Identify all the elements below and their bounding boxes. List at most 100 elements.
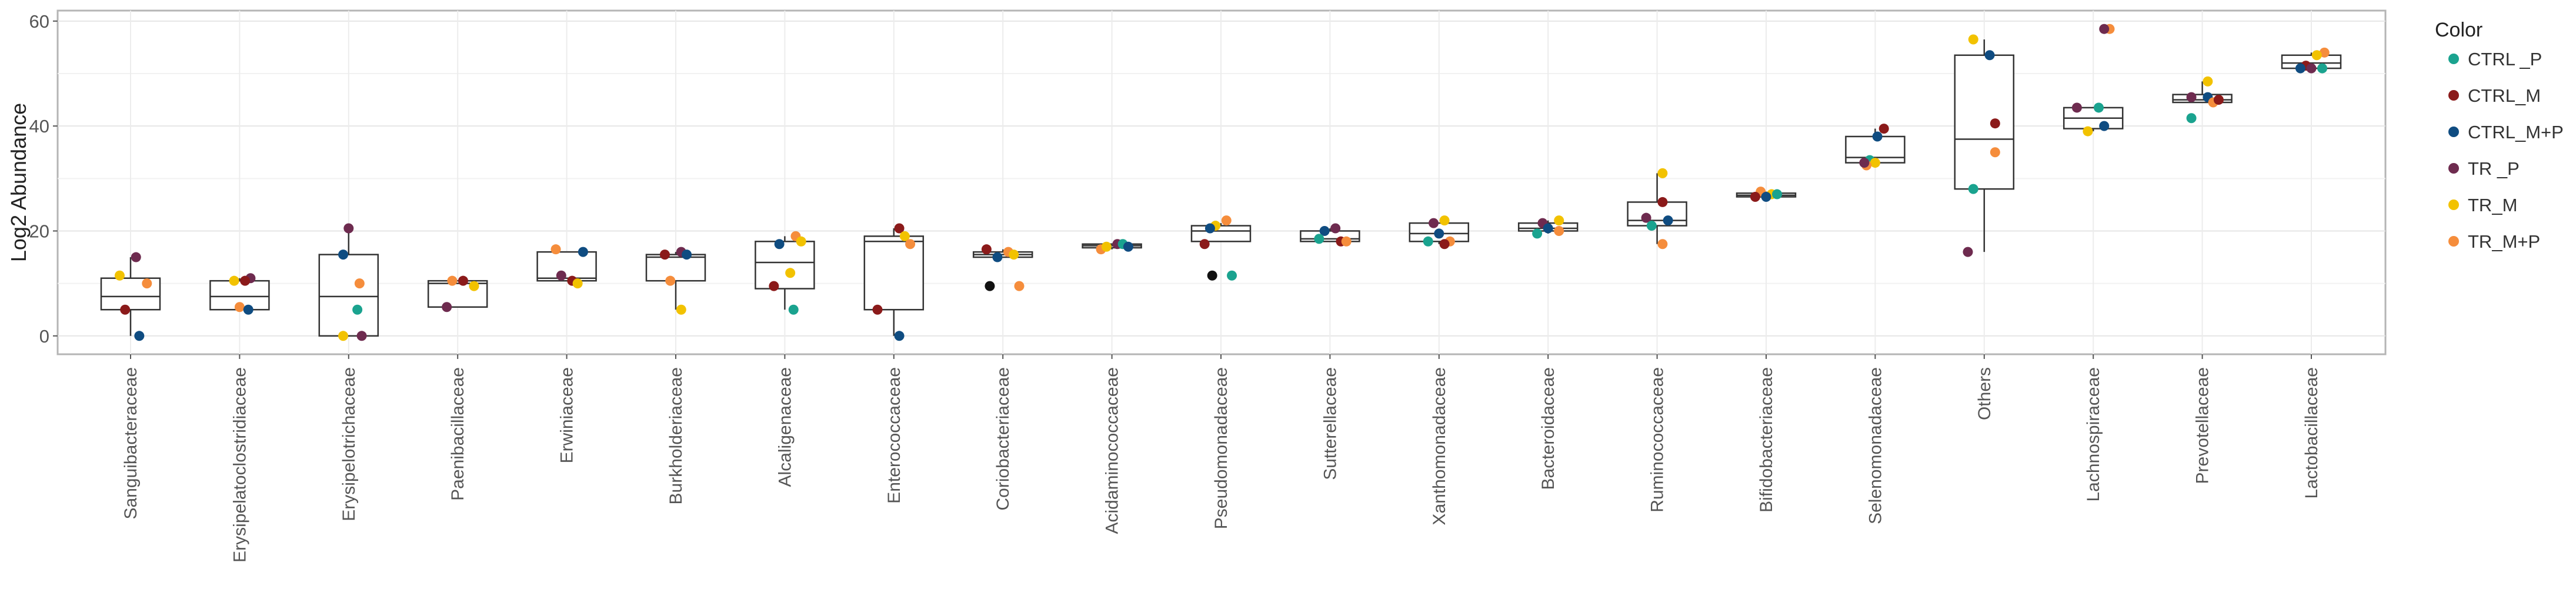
box-iqr	[1627, 201, 1687, 227]
data-point	[1439, 239, 1450, 250]
legend: Color CTRL _P CTRL_M CTRL_M+P TR _P TR_M TR_M…	[2435, 19, 2564, 252]
data-point	[905, 239, 916, 250]
data-point	[442, 302, 452, 312]
data-point	[1423, 236, 1433, 247]
data-point	[872, 304, 883, 315]
legend-label: CTRL_M	[2468, 85, 2541, 106]
data-point	[788, 304, 799, 315]
x-tick-label: Lachnospiraceae	[2084, 367, 2103, 502]
legend-label: TR_M+P	[2468, 231, 2540, 252]
box-iqr	[1190, 225, 1252, 242]
legend-label: CTRL_M+P	[2468, 122, 2564, 142]
legend-swatch	[2448, 199, 2459, 210]
box-18	[2063, 107, 2124, 132]
data-point	[2311, 50, 2322, 61]
data-point	[894, 223, 905, 234]
data-point	[796, 236, 806, 247]
data-point	[1101, 241, 1112, 252]
box-5	[645, 252, 706, 310]
data-point	[659, 250, 670, 260]
data-point	[2093, 102, 2104, 113]
x-tick-label: Sanguibacteraceae	[121, 367, 141, 520]
x-tick-label: Others	[1975, 367, 1994, 420]
data-point	[785, 268, 796, 278]
legend-swatch	[2448, 54, 2459, 64]
data-point	[1199, 239, 1210, 250]
data-point	[1319, 225, 1330, 236]
x-tick-label: Burkholderiaceae	[666, 367, 686, 504]
box-10	[1190, 223, 1252, 242]
data-point	[1434, 228, 1444, 239]
data-point	[243, 304, 253, 315]
data-point	[1990, 147, 2000, 158]
data-point	[131, 252, 141, 262]
data-point	[458, 275, 468, 286]
data-point	[356, 331, 367, 341]
data-point	[142, 278, 152, 289]
data-point	[1646, 221, 1657, 231]
data-point	[1872, 131, 1883, 142]
y-axis-ticks: 0 20 40 60	[29, 11, 58, 347]
data-point	[1532, 228, 1543, 239]
data-point	[1314, 234, 1324, 244]
data-point	[469, 281, 479, 291]
data-point	[1878, 124, 1889, 134]
legend-title: Color	[2435, 19, 2482, 41]
data-point	[899, 231, 910, 241]
data-point	[2317, 63, 2328, 74]
data-point	[1330, 223, 1341, 234]
data-point	[447, 275, 458, 286]
legend-label: TR_M	[2468, 195, 2517, 215]
box-iqr	[863, 235, 925, 311]
data-point	[578, 247, 588, 257]
data-point	[1014, 281, 1025, 291]
x-tick-label: Erysipelotrichaceae	[339, 367, 359, 521]
y-axis-label: Log2 Abundance	[6, 103, 31, 262]
data-point	[114, 270, 125, 281]
x-tick-label: Paenibacillaceae	[448, 367, 468, 501]
data-point	[1859, 158, 1870, 168]
data-point	[682, 250, 692, 260]
data-point	[1641, 212, 1651, 223]
data-point	[240, 275, 251, 286]
data-point	[1227, 270, 1237, 281]
data-point	[1554, 215, 1564, 226]
data-point	[229, 275, 239, 286]
legend-swatch	[2448, 90, 2459, 101]
data-point	[1663, 215, 1673, 226]
data-point	[338, 331, 349, 341]
data-point	[894, 331, 905, 341]
data-point	[1543, 223, 1553, 234]
data-point	[676, 304, 686, 315]
x-tick-label: Acidaminococcaceae	[1103, 367, 1122, 534]
box-17	[1954, 39, 2015, 252]
data-point	[1341, 236, 1352, 247]
data-point	[234, 302, 245, 312]
data-point	[1439, 215, 1450, 226]
point-layer	[114, 24, 2330, 341]
x-tick-label: Erwiniaceae	[558, 367, 577, 463]
data-point	[1221, 215, 1232, 226]
data-point	[1761, 192, 1771, 202]
data-point	[1990, 118, 2000, 129]
data-point	[1772, 189, 1783, 199]
data-point	[556, 270, 566, 281]
data-point	[1657, 197, 1668, 207]
box-iqr	[1954, 54, 2015, 190]
data-point	[572, 278, 583, 289]
x-tick-label: Sutterellaceae	[1320, 367, 1340, 480]
data-point	[981, 244, 992, 255]
data-point	[2099, 24, 2110, 34]
box-iqr	[318, 254, 379, 337]
box-2	[318, 228, 379, 337]
box-6	[755, 236, 815, 310]
data-point	[1554, 225, 1564, 236]
data-point	[2203, 76, 2213, 87]
x-axis-ticks: Sanguibacteraceae Erysipelatoclostridiace…	[121, 354, 2321, 563]
x-tick-label: Prevotellaceae	[2193, 367, 2213, 484]
x-tick-label: Selenomonadaceae	[1866, 367, 1885, 524]
box-14	[1627, 173, 1687, 244]
data-point	[1009, 250, 1019, 260]
data-point	[343, 223, 354, 234]
box-7	[863, 228, 925, 336]
